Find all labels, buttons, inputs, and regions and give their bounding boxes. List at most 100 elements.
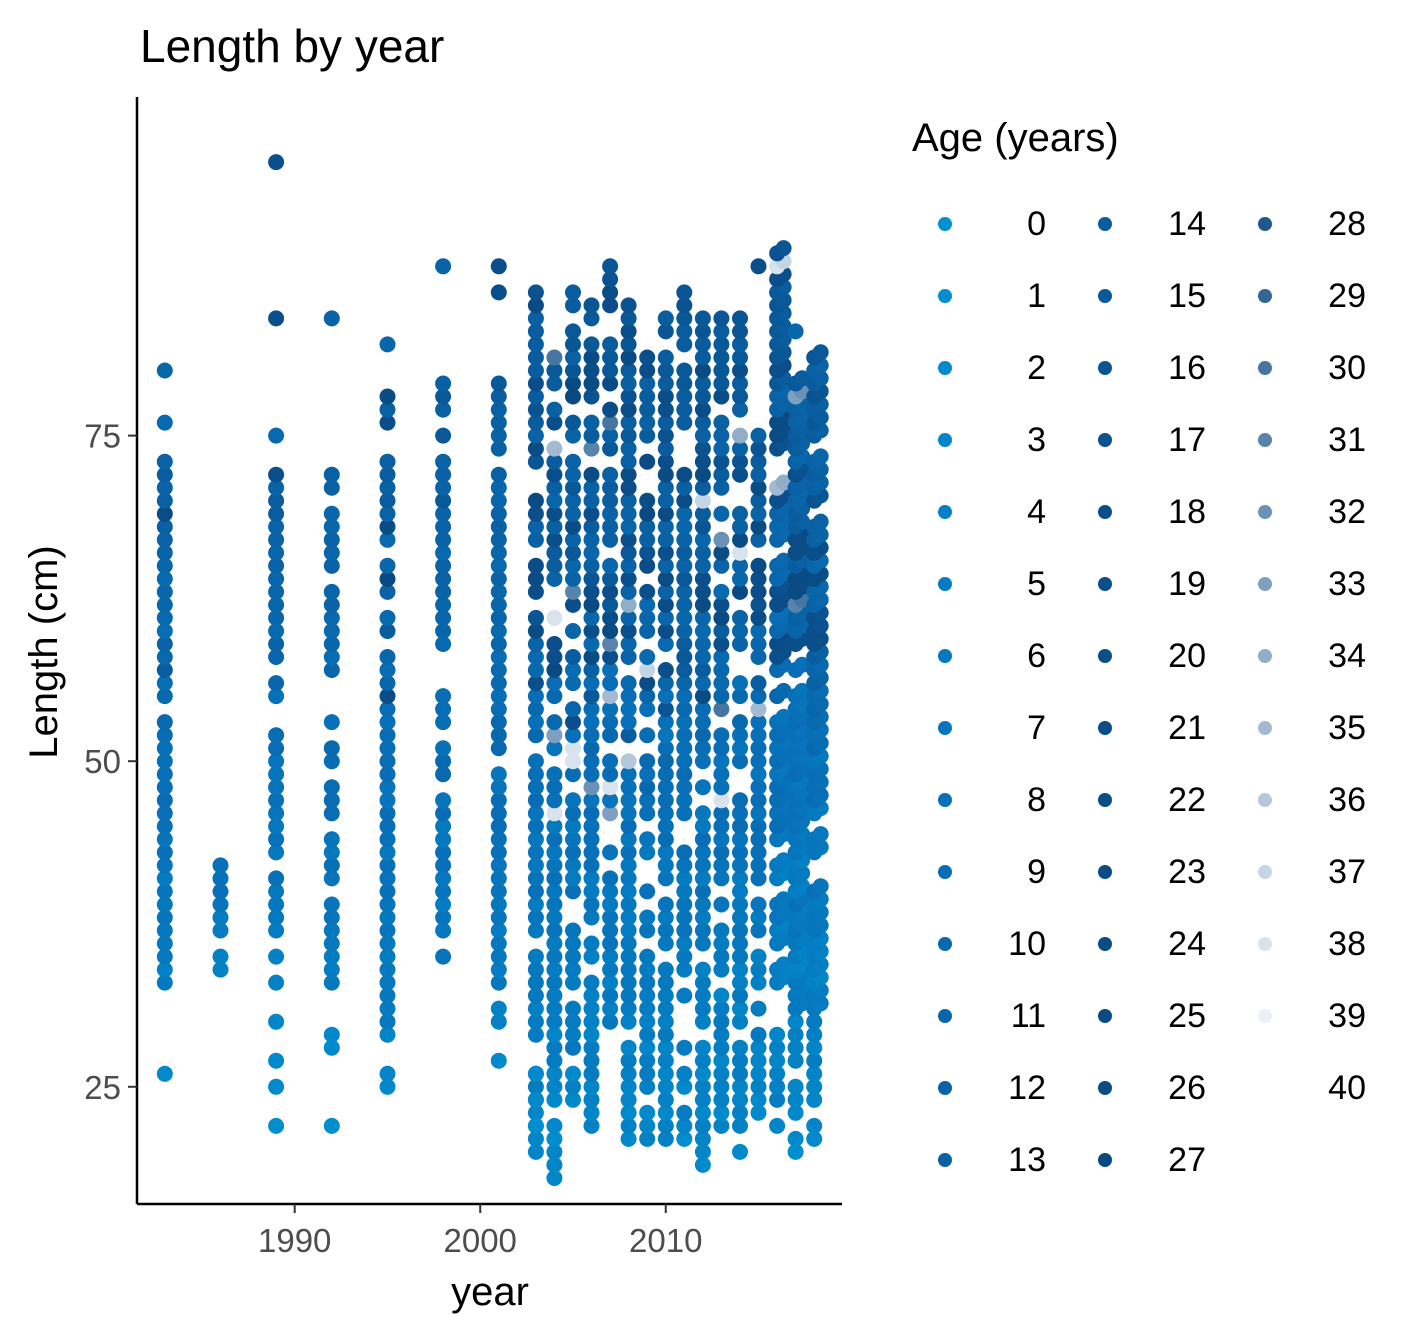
y-tick-label: 75 <box>84 418 121 455</box>
data-point <box>657 623 674 639</box>
data-point <box>546 557 563 574</box>
data-point <box>732 336 748 353</box>
data-point <box>676 649 693 665</box>
data-point <box>639 544 656 561</box>
data-point <box>676 766 693 783</box>
data-point <box>812 344 829 361</box>
data-point <box>583 779 600 796</box>
data-point <box>527 583 544 600</box>
legend-key <box>938 217 952 231</box>
data-point <box>379 557 396 574</box>
data-point <box>639 362 656 379</box>
data-point <box>565 1065 581 1082</box>
data-point <box>713 740 730 757</box>
data-point <box>620 1039 637 1056</box>
data-point <box>732 466 748 483</box>
data-point <box>620 948 637 965</box>
data-point <box>713 831 730 848</box>
data-point <box>527 427 544 444</box>
data-point <box>713 753 730 770</box>
data-point <box>787 1143 804 1160</box>
data-point <box>732 974 748 991</box>
data-point <box>490 427 507 444</box>
data-point <box>639 531 656 548</box>
data-point <box>694 805 711 822</box>
data-point <box>750 453 767 470</box>
data-point <box>602 609 619 626</box>
data-point <box>787 1130 804 1147</box>
data-point <box>620 792 637 809</box>
data-point <box>323 974 340 991</box>
data-point <box>379 583 396 600</box>
x-axis-ticks: 1990 2000 2010 <box>258 1204 702 1259</box>
legend-key <box>938 1009 952 1023</box>
data-point <box>676 583 693 600</box>
data-point <box>156 688 173 705</box>
data-point <box>546 740 563 757</box>
data-point <box>323 753 340 770</box>
data-point <box>435 896 452 913</box>
legend-item: 23 <box>1072 836 1232 908</box>
data-point <box>713 310 730 327</box>
data-point <box>676 688 693 705</box>
data-point <box>750 831 767 848</box>
data-point <box>435 518 452 535</box>
data-point <box>583 857 600 874</box>
data-point <box>268 870 285 887</box>
data-point <box>620 805 637 822</box>
data-point <box>676 479 693 496</box>
data-point <box>639 1117 656 1134</box>
data-point <box>565 492 581 509</box>
data-point <box>379 1000 396 1017</box>
legend-item: 33 <box>1232 548 1392 620</box>
data-point <box>732 323 748 340</box>
data-point <box>268 570 285 587</box>
data-point <box>639 596 656 613</box>
data-point <box>379 922 396 939</box>
legend-label: 3 <box>1027 420 1046 459</box>
data-point <box>657 1013 674 1030</box>
data-point <box>527 675 544 692</box>
data-point <box>694 1156 711 1173</box>
data-point <box>583 675 600 692</box>
data-point <box>268 896 285 913</box>
data-point <box>713 1117 730 1134</box>
data-point <box>639 662 656 678</box>
data-point <box>694 570 711 587</box>
data-point <box>750 492 767 509</box>
data-point <box>583 831 600 848</box>
data-point <box>583 844 600 861</box>
data-point <box>657 492 674 509</box>
data-point <box>657 818 674 835</box>
data-point <box>694 1078 711 1095</box>
data-point <box>787 1091 804 1108</box>
data-point <box>657 753 674 770</box>
data-point <box>379 909 396 926</box>
data-point <box>268 544 285 561</box>
data-point <box>156 844 173 861</box>
data-point <box>639 349 656 366</box>
data-point <box>676 310 693 327</box>
data-point <box>694 310 711 327</box>
data-point <box>527 753 544 770</box>
data-point <box>527 518 544 535</box>
data-point <box>676 779 693 796</box>
data-point <box>713 779 730 796</box>
data-point <box>713 844 730 861</box>
legend-label: 37 <box>1328 852 1366 891</box>
data-point <box>602 779 619 796</box>
data-point <box>323 805 340 822</box>
data-point <box>156 818 173 835</box>
data-point <box>657 596 674 613</box>
data-point <box>527 636 544 652</box>
data-point <box>750 688 767 705</box>
data-point <box>490 505 507 522</box>
data-point <box>527 727 544 744</box>
data-point <box>268 1013 285 1030</box>
legend-item: 38 <box>1232 908 1392 980</box>
data-point <box>583 479 600 496</box>
legend-key <box>1258 505 1272 519</box>
data-point <box>527 844 544 861</box>
data-point <box>379 336 396 353</box>
data-point <box>676 987 693 1004</box>
